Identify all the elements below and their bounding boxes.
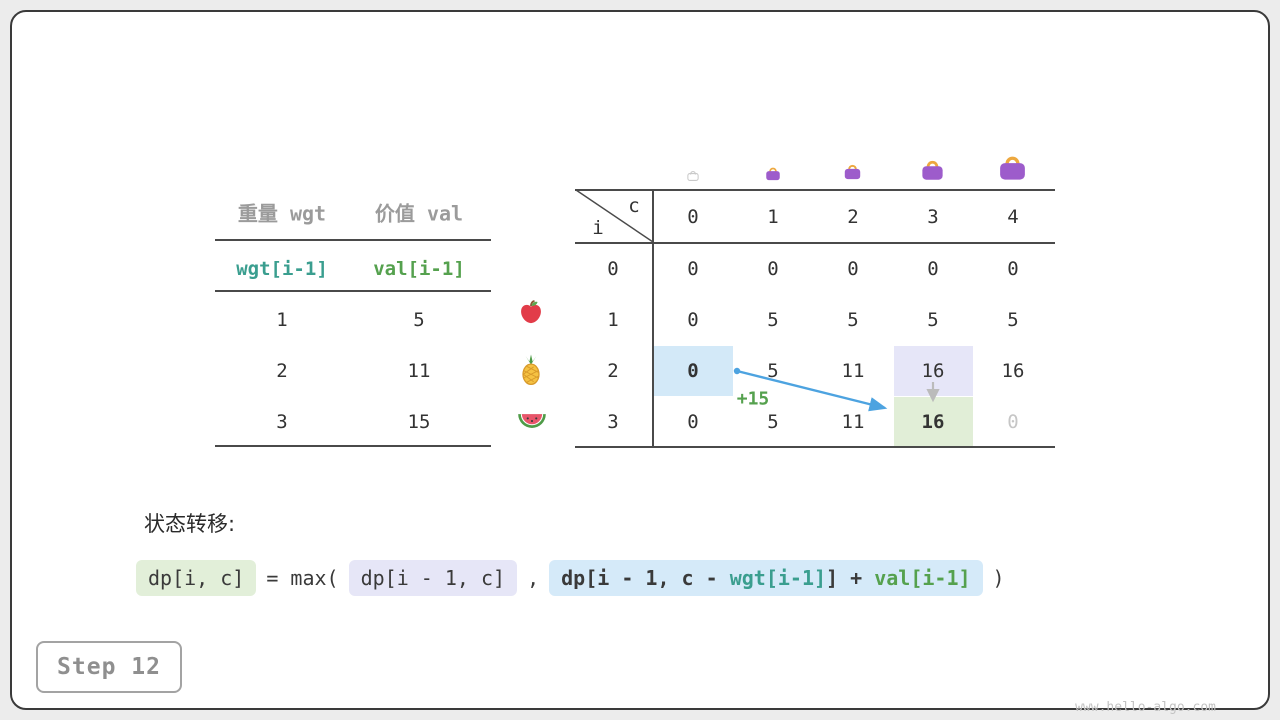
dp-corner-row-label: i [592,217,604,239]
dp-col-header-0: 0 [687,206,699,228]
dp-table-header-divider [575,242,1055,244]
transition-label: 状态转移: [144,512,236,536]
take-term-wgt: wgt[i-1] [729,566,827,590]
dp-cell-0-2: 0 [847,258,859,280]
items-table-divider [215,239,491,241]
dp-cell-3-1: 5 [767,411,779,433]
dp-col-header-2: 2 [847,206,859,228]
items-table-divider [215,445,491,447]
items-col-header-wgt: 重量 wgt [237,201,327,226]
take-term-mid: ] + [826,566,875,590]
item-val-3: 15 [407,411,431,433]
dp-cell-1-3: 5 [927,309,939,331]
dp-cell-0-0: 0 [687,258,699,280]
items-col-header-val: 价值 val [374,201,464,226]
dp-cell-3-4: 0 [1007,411,1019,433]
item-wgt-1: 1 [276,309,288,331]
dp-cell-2-0: 0 [687,360,699,382]
dp-row-header-1: 1 [607,309,619,331]
dp-cell-1-4: 5 [1007,309,1019,331]
dp-cell-2-1: 5 [767,360,779,382]
bag-icon-capacity-0 [687,171,699,181]
separator-text: , [527,566,540,590]
dp-cell-3-2: 11 [841,411,865,433]
value-gain-annotation: +15 [736,388,770,410]
site-watermark: www.hello-algo.com [1075,700,1216,715]
bag-icon-capacity-3 [922,160,943,180]
dp-cell-2-3: 16 [921,360,945,382]
dp-highlight-result-cell [894,397,973,446]
dp-current-term: dp[i, c] [136,560,257,596]
dp-row-header-3: 3 [607,411,619,433]
pineapple-icon [522,354,540,386]
item-wgt-2: 2 [276,360,288,382]
dp-cell-0-4: 0 [1007,258,1019,280]
transition-formula: dp[i, c] = max( dp[i - 1, c] , dp[i - 1,… [136,560,1005,596]
dp-cell-0-1: 0 [767,258,779,280]
close-paren-text: ) [992,566,1005,590]
take-term-val: val[i-1] [874,566,971,590]
dp-table-bottom-border [575,446,1055,448]
dp-cell-1-0: 0 [687,309,699,331]
dp-table-top-border [575,189,1055,191]
dp-cell-2-2: 11 [841,360,865,382]
item-val-1: 5 [413,309,425,331]
bag-icon-capacity-2 [844,164,861,180]
item-val-2: 11 [407,360,431,382]
dp-cell-1-1: 5 [767,309,779,331]
items-table-divider [215,290,491,292]
take-transfer-arrow [736,369,888,412]
dp-highlight-source-cell [654,346,733,396]
transfer-arrows [733,367,940,412]
dp-skip-term: dp[i - 1, c] [348,560,518,596]
dp-col-header-1: 1 [767,206,779,228]
dp-col-header-4: 4 [1007,206,1019,228]
dp-cell-0-3: 0 [927,258,939,280]
dp-corner-col-label: c [628,195,640,217]
dp-table-vertical-divider [652,189,654,448]
watermelon-icon [518,414,546,428]
dp-cell-1-2: 5 [847,309,859,331]
dp-cell-3-3: 16 [921,411,945,433]
dp-cell-3-0: 0 [687,411,699,433]
dp-row-header-0: 0 [607,258,619,280]
step-label: Step 12 [57,654,161,680]
dp-take-term: dp[i - 1, c - wgt[i-1]] + val[i-1] [549,560,983,596]
item-wgt-3: 3 [276,411,288,433]
bag-icon-capacity-1 [766,167,780,181]
max-operator-text: = max( [266,566,339,590]
dp-col-header-3: 3 [927,206,939,228]
take-term-prefix: dp[i - 1, c - [561,566,730,590]
bag-icon-capacity-4 [1000,156,1025,180]
dp-corner-diagonal [575,189,654,243]
step-indicator: Step 12 [36,641,182,693]
items-formula-wgt: wgt[i-1] [236,258,328,280]
apple-icon [521,300,541,324]
dp-row-header-2: 2 [607,360,619,382]
dp-cell-2-4: 16 [1001,360,1025,382]
items-formula-val: val[i-1] [373,258,465,280]
